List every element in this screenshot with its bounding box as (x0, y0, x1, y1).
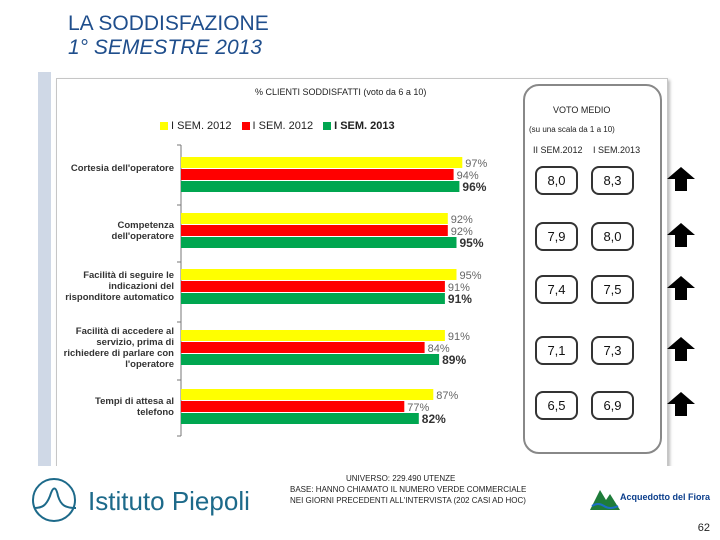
voto-medio-col-2: I SEM.2013 (593, 145, 641, 155)
voto-medio-columns: II SEM.2012 I SEM.2013 (533, 145, 648, 155)
voto-2012-row-3: 7,4 (535, 275, 578, 304)
footer-note: UNIVERSO: 229.490 UTENZE BASE: HANNO CHI… (290, 473, 526, 506)
voto-2012-row-1: 8,0 (535, 166, 578, 195)
voto-2013-row-2: 8,0 (591, 222, 634, 251)
legend-swatch-green (323, 122, 332, 130)
category-label-1: Cortesia dell'operatore (70, 163, 174, 174)
piepoli-logo-icon (32, 478, 77, 522)
arrow-up-icon (667, 223, 695, 247)
legend-swatch-red (241, 122, 250, 130)
title-line-2: 1° SEMESTRE 2013 (68, 36, 262, 59)
page-number: 62 (697, 522, 710, 534)
voto-2013-row-5: 6,9 (591, 391, 634, 420)
category-label-5: Tempi di attesa al telefono (94, 396, 174, 418)
legend-label-1: I SEM. 2012 (171, 120, 232, 132)
voto-2013-row-3: 7,5 (591, 275, 634, 304)
side-decoration-bar (38, 72, 51, 540)
piepoli-logo-text: Istituto Piepoli (88, 486, 250, 516)
logo-istituto-piepoli: Istituto Piepoli (28, 476, 258, 524)
mountain-logo-icon (590, 490, 620, 510)
voto-2012-row-5: 6,5 (535, 391, 578, 420)
voto-2012-row-4: 7,1 (535, 336, 578, 365)
footer-line-3: NEI GIORNI PRECEDENTI ALL'INTERVISTA (20… (290, 496, 526, 505)
arrow-up-icon (667, 276, 695, 300)
voto-2013-row-4: 7,3 (591, 336, 634, 365)
title-line-1: LA SODDISFAZIONE (68, 12, 269, 35)
acquedotto-logo-text: Acquedotto del Fiora (620, 492, 710, 502)
voto-2012-row-2: 7,9 (535, 222, 578, 251)
chart-title: % CLIENTI SODDISFATTI (voto da 6 a 10) (255, 87, 427, 97)
category-label-2: Competenza dell'operatore (111, 220, 174, 242)
arrow-up-icon (667, 167, 695, 191)
arrow-up-icon (667, 392, 695, 416)
footer-line-2: BASE: HANNO CHIAMATO IL NUMERO VERDE COM… (290, 485, 527, 494)
arrow-up-icon (667, 337, 695, 361)
legend-item-1: I SEM. 2012 (160, 120, 232, 132)
legend-item-2: I SEM. 2012 (241, 120, 314, 132)
legend-label-3: I SEM. 2013 (334, 120, 395, 132)
legend-item-3: I SEM. 2013 (323, 120, 395, 132)
voto-2013-row-1: 8,3 (591, 166, 634, 195)
logo-acquedotto-del-fiora: Acquedotto del Fiora (590, 484, 710, 514)
slide-title: LA SODDISFAZIONE 1° SEMESTRE 2013 (68, 12, 269, 60)
chart-legend: I SEM. 2012 I SEM. 2012 I SEM. 2013 (160, 120, 405, 132)
legend-swatch-yellow (160, 122, 168, 130)
category-label-3: Facilità di seguire le indicazioni del r… (65, 270, 174, 303)
legend-label-2: I SEM. 2012 (252, 120, 314, 132)
voto-medio-title: VOTO MEDIO (553, 105, 611, 115)
voto-medio-col-1: II SEM.2012 (533, 145, 583, 155)
category-label-4: Facilità di accedere al servizio, prima … (63, 326, 174, 370)
voto-medio-subtitle: (su una scala da 1 a 10) (529, 125, 615, 134)
footer-line-1: UNIVERSO: 229.490 UTENZE (346, 474, 456, 483)
